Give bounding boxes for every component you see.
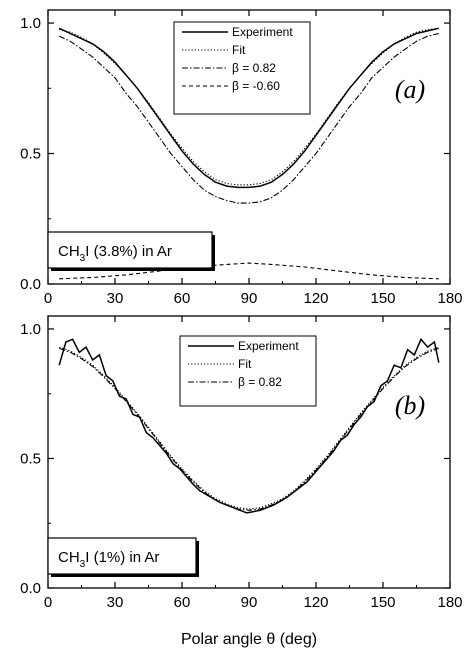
legend-label: Fit bbox=[238, 357, 252, 371]
legend-label: Fit bbox=[232, 43, 246, 57]
panel-letter: (b) bbox=[395, 391, 425, 420]
y-tick-label: 0.5 bbox=[20, 450, 41, 467]
x-tick-label: 0 bbox=[44, 594, 52, 611]
x-tick-label: 90 bbox=[241, 290, 258, 307]
x-tick-label: 30 bbox=[107, 594, 124, 611]
panel-b: 0 30 60 90 120 150 180 0.0 0.5 1.0 Experiment Fit β … bbox=[20, 315, 463, 611]
y-tick-label: 0.0 bbox=[20, 580, 41, 597]
sample-box bbox=[47, 537, 197, 575]
sample-label: CH3I (1%) in Ar bbox=[58, 549, 159, 570]
x-tick-label: 60 bbox=[174, 290, 191, 307]
series-line-dashdot bbox=[59, 347, 439, 511]
series-line-dotted bbox=[59, 346, 439, 510]
sample-label: CH3I (3.8%) in Ar bbox=[58, 243, 172, 264]
x-tick-label: 120 bbox=[303, 290, 328, 307]
x-tick-label: 90 bbox=[241, 594, 258, 611]
legend-label: β = 0.82 bbox=[238, 375, 282, 389]
legend-label: β = -0.60 bbox=[232, 79, 280, 93]
x-tick-label: 60 bbox=[174, 594, 191, 611]
series-line-dashed bbox=[59, 262, 439, 280]
legend-box bbox=[179, 335, 317, 407]
y-tick-label: 1.0 bbox=[20, 15, 41, 32]
x-tick-label: 150 bbox=[370, 594, 395, 611]
x-tick-label: 150 bbox=[370, 290, 395, 307]
x-tick-label: 180 bbox=[437, 290, 462, 307]
x-axis-title: Polar angle θ (deg) bbox=[181, 631, 317, 648]
legend-label: Experiment bbox=[238, 339, 299, 353]
sample-box bbox=[47, 231, 213, 269]
y-tick-label: 0.5 bbox=[20, 146, 41, 163]
legend-label: Experiment bbox=[232, 25, 293, 39]
panel-a: 0 30 60 90 120 150 180 0.0 0.5 1.0 Experiment Fit β … bbox=[20, 9, 463, 307]
y-tick-label: 0.0 bbox=[20, 276, 41, 293]
series-line-dotted bbox=[59, 27, 439, 186]
legend-label: β = 0.82 bbox=[232, 61, 276, 75]
x-tick-label: 120 bbox=[303, 594, 328, 611]
x-tick-label: 30 bbox=[107, 290, 124, 307]
panel-letter: (a) bbox=[395, 75, 425, 104]
y-tick-label: 1.0 bbox=[20, 321, 41, 338]
x-tick-label: 180 bbox=[437, 594, 462, 611]
x-tick-label: 0 bbox=[44, 290, 52, 307]
series-line-dashdot bbox=[58, 32, 439, 204]
